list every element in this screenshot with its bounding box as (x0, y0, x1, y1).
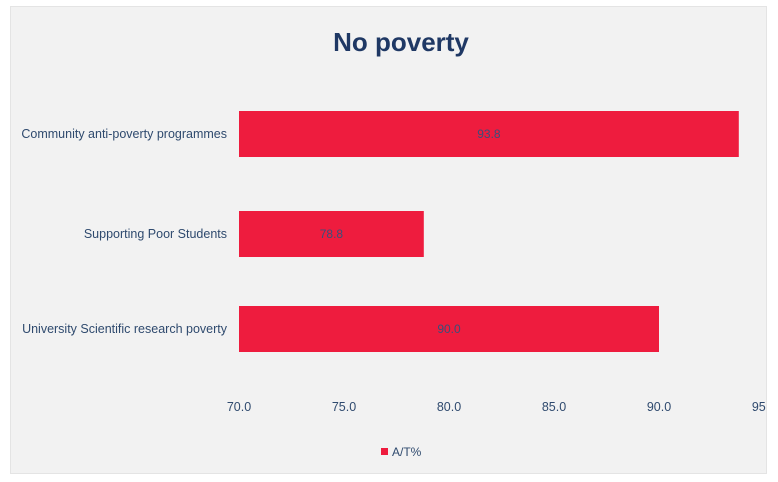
bar (239, 111, 739, 157)
bar (239, 306, 659, 352)
chart-title: No poverty (333, 27, 469, 57)
chart-frame: No poverty Community anti-poverty progra… (10, 6, 767, 474)
data-label: 78.8 (320, 227, 344, 241)
x-tick-label: 75.0 (332, 400, 356, 414)
x-tick-label: 80.0 (437, 400, 461, 414)
data-label: 93.8 (477, 127, 501, 141)
x-axis-ticks: 70.0 75.0 80.0 85.0 90.0 95.0 (227, 400, 766, 414)
x-tick-label: 90.0 (647, 400, 671, 414)
category-labels: Community anti-poverty programmes Support… (21, 127, 227, 336)
legend: A/T% (381, 445, 422, 459)
x-tick-label: 85.0 (542, 400, 566, 414)
data-labels: 93.8 78.8 90.0 (320, 127, 501, 336)
legend-label: A/T% (392, 445, 422, 459)
category-label: University Scientific research poverty (22, 322, 228, 336)
category-label: Supporting Poor Students (84, 227, 227, 241)
x-tick-label: 95.0 (752, 400, 766, 414)
bars (239, 111, 739, 352)
x-tick-label: 70.0 (227, 400, 251, 414)
bar-chart: No poverty Community anti-poverty progra… (21, 27, 766, 459)
bar (239, 211, 424, 257)
legend-swatch (381, 448, 388, 455)
category-label: Community anti-poverty programmes (21, 127, 227, 141)
data-label: 90.0 (437, 322, 461, 336)
